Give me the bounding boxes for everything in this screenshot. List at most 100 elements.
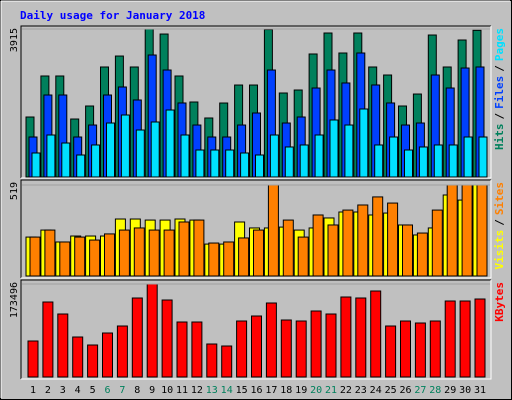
bar [91,144,101,178]
y-tick-label: 3915 [9,28,20,52]
bar [240,152,250,178]
x-tick-label: 24 [370,385,382,396]
bar [102,332,113,378]
bar [389,136,399,178]
x-tick-label: 14 [221,385,233,396]
y-tick-label: 173496 [9,282,20,318]
x-tick-label: 3 [60,385,66,396]
bar [87,344,99,378]
legend: KBytes [493,282,506,322]
x-tick-label: 23 [355,385,367,396]
bar [251,315,262,378]
bar [461,184,473,277]
panel-bevel [20,25,491,178]
bar [314,134,324,178]
bar [267,184,279,277]
x-tick-label: 27 [414,385,426,396]
bar [195,149,205,178]
x-tick-label: 31 [474,385,486,396]
bar [178,221,190,277]
panel-bevel [20,279,491,379]
x-tick-label: 4 [75,385,81,396]
bar [282,219,294,277]
bar [61,142,71,178]
x-tick-label: 8 [134,385,140,396]
bar [165,109,175,178]
bar [193,219,205,277]
x-tick-label: 22 [340,385,352,396]
x-tick-label: 26 [399,385,411,396]
legend-separator: / [493,219,506,226]
x-tick-label: 1 [30,385,36,396]
bar [478,136,488,178]
bar [327,224,339,277]
bar [135,129,145,178]
bar [374,144,384,178]
bar [29,236,41,277]
bar [59,241,71,277]
bar [446,184,458,277]
bar [359,108,369,178]
bar [400,320,411,378]
bar [387,202,399,277]
x-tick-label: 30 [459,385,471,396]
bar [210,149,220,178]
bar [357,204,369,277]
legend-label: KBytes [493,282,506,322]
bar [118,229,130,277]
bar [104,233,115,277]
bar [253,229,264,277]
bar [176,321,188,378]
bar [476,184,488,277]
x-tick-label: 9 [149,385,155,396]
legend-separator: / [493,65,506,72]
bar [148,229,160,277]
x-tick-label: 20 [310,385,322,396]
bar [74,236,86,277]
panel-bevel [21,26,492,179]
y-tick-label: 519 [9,182,20,200]
bar [344,124,354,178]
x-tick-label: 18 [280,385,292,396]
bar [444,300,456,378]
bar [255,154,264,178]
bar [133,227,145,277]
bar [433,144,443,178]
chart-title: Daily usage for January 2018 [20,9,205,22]
bar [72,336,84,378]
panel-bevel [21,180,492,279]
legend-label: Sites [493,182,506,215]
bar [106,122,115,178]
legend-label: Pages [493,28,506,61]
bar [418,146,428,178]
bar [325,313,337,378]
x-tick-label: 28 [429,385,441,396]
bar [459,300,471,378]
bar [404,149,413,178]
bar [221,345,233,378]
x-tick-label: 15 [236,385,248,396]
bar [44,229,56,277]
x-tick-label: 19 [295,385,307,396]
x-tick-label: 16 [250,385,262,396]
x-tick-label: 11 [176,385,188,396]
legend: Visits / Sites [493,182,506,270]
bar [120,114,130,178]
bar [297,236,309,277]
x-tick-label: 17 [265,385,277,396]
x-tick-label: 5 [90,385,96,396]
bar [340,296,352,378]
x-tick-label: 10 [161,385,173,396]
bar [57,313,69,378]
bar [208,242,220,277]
bar [448,144,458,178]
x-tick-label: 7 [119,385,125,396]
bar [299,144,309,178]
bar [284,146,294,178]
bar [42,301,54,378]
bar [150,121,160,178]
bar [206,343,218,378]
panel-bevel [21,280,492,380]
bar [89,239,101,277]
bar [372,196,384,277]
